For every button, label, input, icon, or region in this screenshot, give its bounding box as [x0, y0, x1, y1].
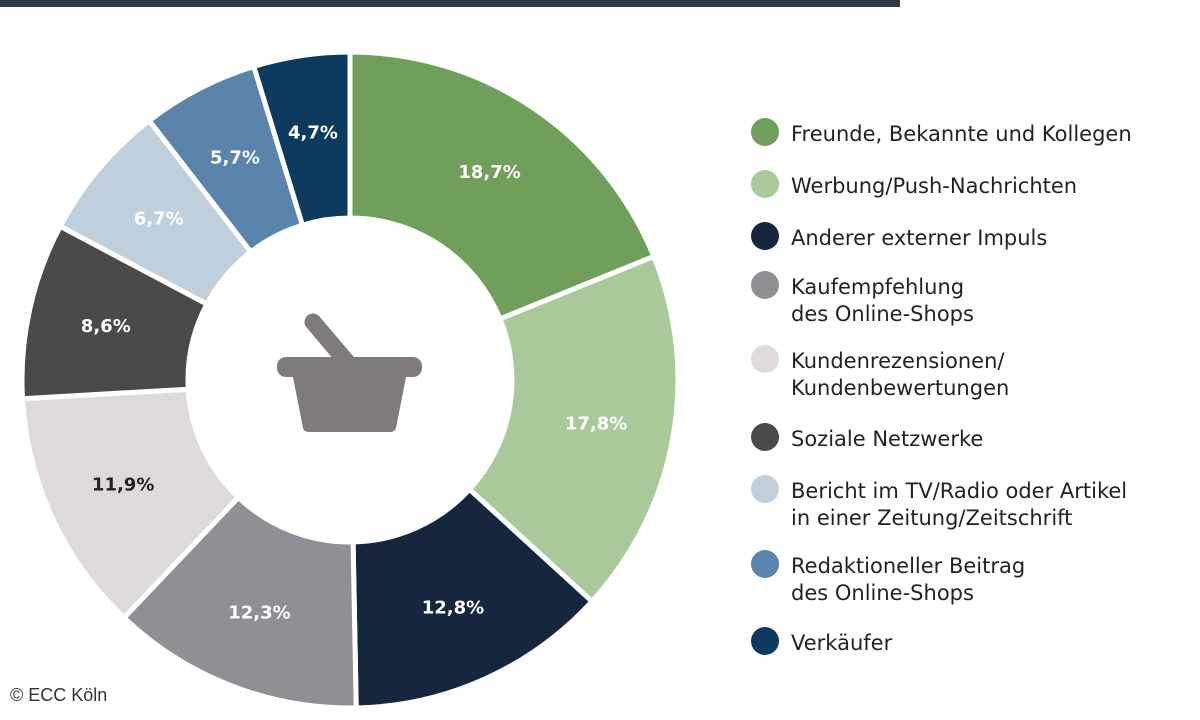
slice-label-freunde-bekannte-und-kollegen: 18,7% — [458, 162, 520, 183]
legend-label-soziale-netzwerke: Soziale Netzwerke — [791, 427, 983, 451]
slice-werbung-push-nachrichten — [465, 253, 681, 605]
header-strip — [0, 0, 900, 7]
slice-label-werbung-push-nachrichten: 17,8% — [565, 414, 627, 435]
slice-label-soziale-netzwerke: 8,6% — [81, 316, 131, 337]
slice-label-anderer-externer-impuls: 12,8% — [422, 597, 484, 618]
slice-kaufempfehlung-des-online-shops — [120, 493, 359, 711]
slice-label-kundenrezensionen-kundenbewertungen: 11,9% — [92, 475, 154, 496]
slice-anderer-externer-impuls — [350, 485, 596, 711]
legend-label-freunde-bekannte-und-kollegen: Freunde, Bekannte und Kollegen — [791, 122, 1132, 146]
slices-layer — [19, 49, 681, 711]
slice-kundenrezensionen-kundenbewertungen — [19, 386, 242, 622]
copyright-note: © ECC Köln — [10, 685, 108, 705]
legend-label-kaufempfehlung-des-online-shops: Kaufempfehlung des Online-Shops — [791, 275, 974, 326]
legend-label-kundenrezensionen-kundenbewertungen: Kundenrezensionen/Kundenbewertungen — [791, 349, 1009, 400]
slice-label-verkäufer: 4,7% — [288, 122, 338, 143]
legend-label-bericht-im-tv-radio-oder-artikel-in-einer-zeitung-zeitschrift: Bericht im TV/Radio oder Artikel in einer… — [791, 479, 1127, 530]
legend-swatch-anderer-externer-impuls — [751, 222, 779, 250]
slice-label-redaktioneller-beitrag-des-online-shops: 5,7% — [210, 148, 260, 169]
slice-label-bericht-im-tv-radio-oder-artikel-in-einer-zeitung-zeitschrift: 6,7% — [134, 208, 184, 229]
legend-swatch-redaktioneller-beitrag-des-online-shops — [751, 550, 779, 578]
legend-swatch-kundenrezensionen-kundenbewertungen — [751, 345, 779, 373]
legend-swatch-freunde-bekannte-und-kollegen — [751, 118, 779, 146]
legend-swatch-verkäufer — [751, 627, 779, 655]
slice-freunde-bekannte-und-kollegen — [347, 49, 658, 323]
slice-verkäufer — [250, 49, 353, 229]
shopping-basket-icon — [277, 313, 422, 432]
legend-label-anderer-externer-impuls: Anderer externer Impuls — [791, 226, 1047, 250]
legend-swatch-kaufempfehlung-des-online-shops — [751, 271, 779, 299]
slice-labels-layer: 18,7% 17,8% 12,8% 12,3% 11,9% 8,6% 6,7% 5,7% 4,7… — [81, 122, 627, 623]
legend-swatch-bericht-im-tv-radio-oder-artikel-in-einer-zeitung-zeitschrift — [751, 475, 779, 503]
legend-label-verkäufer: Verkäufer — [791, 631, 893, 655]
slice-label-kaufempfehlung-des-online-shops: 12,3% — [228, 603, 290, 624]
legend-swatch-werbung-push-nachrichten — [751, 170, 779, 198]
legend: Freunde, Bekannte und Kollegen Werbung/Pu… — [751, 118, 1132, 655]
legend-label-werbung-push-nachrichten: Werbung/Push-Nachrichten — [791, 174, 1077, 198]
legend-swatch-soziale-netzwerke — [751, 423, 779, 451]
legend-label-redaktioneller-beitrag-des-online-shops: Redaktioneller Beitrag des Online-Shops — [791, 554, 1025, 605]
